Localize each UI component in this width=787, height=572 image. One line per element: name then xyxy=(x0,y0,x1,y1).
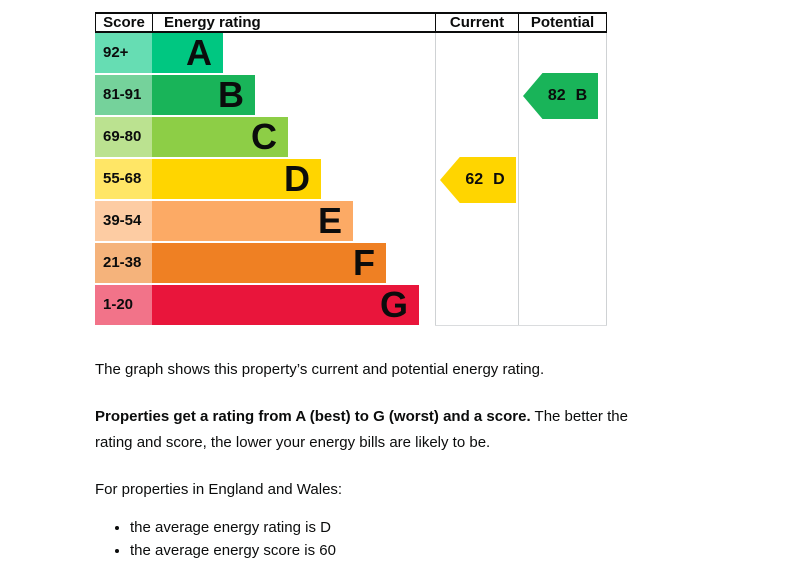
column-header-score: Score xyxy=(95,14,152,31)
rating-band-letter: B xyxy=(218,74,244,115)
score-range-cell: 21-38 xyxy=(95,243,152,283)
rating-band-row: 55-68 D xyxy=(95,158,607,201)
score-range-cell: 1-20 xyxy=(95,285,152,325)
rating-band-row: 81-91 B xyxy=(95,74,607,117)
epc-rating-page: Score Energy rating Current Potential 92… xyxy=(95,12,655,562)
potential-column-left-border xyxy=(518,33,519,325)
rating-band-row: 21-38 F xyxy=(95,242,607,285)
chart-header-row: Score Energy rating Current Potential xyxy=(95,12,607,33)
current-rating-score: 62 xyxy=(465,171,484,188)
rating-band-letter: C xyxy=(251,116,277,157)
rating-band-letter: A xyxy=(186,32,212,73)
epc-rating-chart: Score Energy rating Current Potential 92… xyxy=(95,12,607,327)
rating-bands: 92+ A 81-91 B 69-80 C 55-68 D 39-54 E 21-38 F 1-20 G xyxy=(95,32,607,327)
list-item-average-score: the average energy score is 60 xyxy=(130,539,640,562)
region-note-text: For properties in England and Wales: xyxy=(95,481,343,498)
rating-band-letter: F xyxy=(353,242,375,283)
rating-band-row: 1-20 G xyxy=(95,284,607,327)
column-header-potential: Potential xyxy=(518,14,607,31)
column-header-current: Current xyxy=(435,14,518,31)
score-range-cell: 69-80 xyxy=(95,117,152,157)
current-column-left-border xyxy=(435,33,436,325)
table-right-border xyxy=(606,33,607,325)
rating-band-bar: C xyxy=(152,116,288,157)
rating-explanation-text: Properties get a rating from A (best) to… xyxy=(95,404,640,456)
score-range-cell: 81-91 xyxy=(95,75,152,115)
rating-band-letter: D xyxy=(284,158,310,199)
score-range-cell: 92+ xyxy=(95,33,152,73)
rating-band-letter: E xyxy=(317,200,342,241)
rating-band-bar: F xyxy=(152,242,386,283)
column-header-energy-rating: Energy rating xyxy=(152,14,435,31)
rating-band-row: 92+ A xyxy=(95,32,607,75)
score-range-cell: 39-54 xyxy=(95,201,152,241)
rating-explanation-bold: Properties get a rating from A (best) to… xyxy=(95,408,531,425)
score-range-cell: 55-68 xyxy=(95,159,152,199)
rating-band-bar: A xyxy=(152,32,223,73)
current-rating-letter: D xyxy=(493,171,505,188)
rating-band-row: 69-80 C xyxy=(95,116,607,159)
rating-band-bar: D xyxy=(152,158,321,199)
list-item-average-rating: the average energy rating is D xyxy=(130,516,640,539)
average-stats-list: the average energy rating is D the avera… xyxy=(95,516,640,562)
rating-band-bar: E xyxy=(152,200,353,241)
table-bottom-border xyxy=(435,325,607,326)
rating-explanation-rest: The better the rating and score, the low… xyxy=(95,408,628,451)
rating-band-letter: G xyxy=(379,284,408,325)
rating-band-row: 39-54 E xyxy=(95,200,607,243)
rating-band-bar: G xyxy=(152,284,419,325)
chart-summary-text: The graph shows this property’s current … xyxy=(95,361,545,378)
rating-band-bar: B xyxy=(152,74,255,115)
chart-description-section: The graph shows this property’s current … xyxy=(95,357,640,562)
potential-rating-letter: B xyxy=(575,87,588,104)
potential-rating-score: 82 xyxy=(547,87,566,104)
